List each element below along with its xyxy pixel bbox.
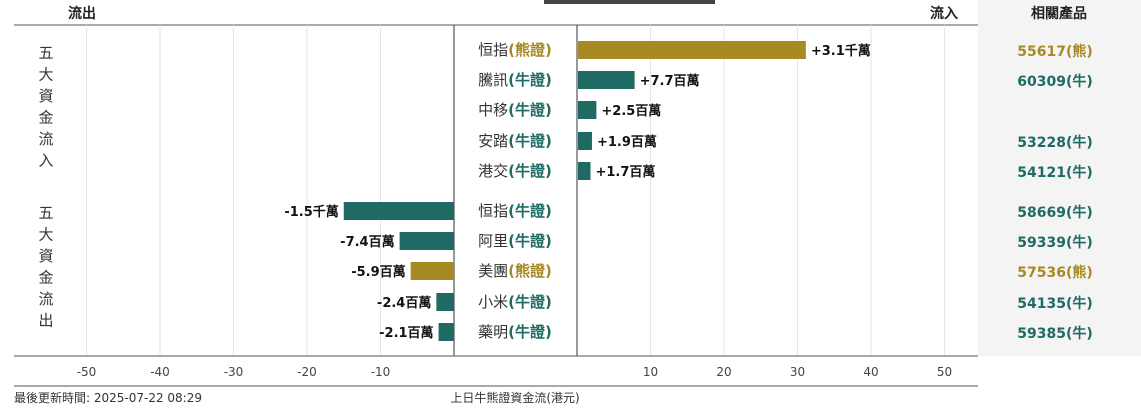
- bar: [438, 323, 454, 341]
- related-product-link[interactable]: 55617(熊): [1017, 43, 1093, 60]
- x-tick-label: 20: [716, 365, 731, 379]
- bar-row: 小米(牛證) -2.4百萬 54135(牛): [377, 293, 1093, 312]
- header-outflow: 流出: [68, 5, 96, 22]
- bar-row: 中移(牛證) +2.5百萬: [478, 101, 661, 119]
- bar: [399, 232, 454, 250]
- x-tick-label: -40: [150, 365, 170, 379]
- x-tick-label: 40: [863, 365, 878, 379]
- bar-row: 阿里(牛證) -7.4百萬 59339(牛): [340, 232, 1093, 251]
- category-label: 中移(牛證): [478, 101, 552, 119]
- data-label: -2.4百萬: [377, 295, 431, 311]
- category-label: 小米(牛證): [478, 293, 552, 311]
- category-label: 恒指(熊證): [478, 41, 552, 59]
- category-label: 恒指(牛證): [478, 202, 552, 220]
- related-product-link[interactable]: 59385(牛): [1017, 325, 1093, 342]
- bar-row: 恒指(熊證) +3.1千萬 55617(熊): [478, 41, 1093, 60]
- x-axis-ticks: -50 -40 -30 -20 -10 10 20 30 40 50: [77, 365, 952, 379]
- related-product-link[interactable]: 60309(牛): [1017, 73, 1093, 90]
- side-label-inflow: 五大資金流入: [38, 44, 53, 170]
- footer-caption: 上日牛熊證資金流(港元): [450, 390, 579, 405]
- data-label: -1.5千萬: [284, 204, 338, 220]
- data-label: -2.1百萬: [379, 325, 433, 341]
- bar-row: 美團(熊證) -5.9百萬 57536(熊): [351, 262, 1093, 281]
- side-label-text: 五大資金流入: [38, 44, 53, 170]
- related-product-link[interactable]: 58669(牛): [1017, 204, 1093, 221]
- data-label: +1.7百萬: [595, 164, 655, 180]
- bar-row: 恒指(牛證) -1.5千萬 58669(牛): [284, 202, 1093, 221]
- bar: [578, 162, 591, 180]
- side-label-text: 五大資金流出: [38, 204, 53, 330]
- bar: [578, 132, 592, 150]
- bar-row: 港交(牛證) +1.7百萬 54121(牛): [478, 162, 1093, 181]
- category-label: 安踏(牛證): [478, 132, 552, 150]
- data-label: +7.7百萬: [640, 73, 700, 89]
- bar: [410, 262, 454, 280]
- data-label: +1.9百萬: [597, 134, 657, 150]
- related-product-link[interactable]: 59339(牛): [1017, 234, 1093, 251]
- header-products: 相關產品: [1031, 5, 1087, 22]
- related-product-link[interactable]: 54121(牛): [1017, 164, 1093, 181]
- bar: [343, 202, 454, 220]
- x-tick-label: -10: [371, 365, 391, 379]
- x-tick-label: 10: [643, 365, 658, 379]
- bar-row: 騰訊(牛證) +7.7百萬 60309(牛): [478, 71, 1093, 90]
- x-tick-label: -20: [297, 365, 317, 379]
- bar: [578, 41, 806, 59]
- data-label: -5.9百萬: [351, 264, 405, 280]
- category-label: 騰訊(牛證): [478, 71, 552, 89]
- bar: [578, 71, 635, 89]
- x-tick-label: -50: [77, 365, 97, 379]
- data-label: -7.4百萬: [340, 234, 394, 250]
- side-label-outflow: 五大資金流出: [38, 204, 53, 330]
- bar: [436, 293, 454, 311]
- bar-row: 安踏(牛證) +1.9百萬 53228(牛): [478, 132, 1093, 151]
- category-label: 藥明(牛證): [478, 323, 552, 341]
- category-label: 阿里(牛證): [478, 232, 552, 250]
- x-tick-label: 30: [790, 365, 805, 379]
- products-panel: [978, 0, 1141, 356]
- header-inflow: 流入: [930, 5, 958, 22]
- data-label: +2.5百萬: [601, 103, 661, 119]
- data-label: +3.1千萬: [811, 43, 871, 59]
- x-tick-label: -30: [224, 365, 244, 379]
- category-label: 港交(牛證): [478, 162, 552, 180]
- related-product-link[interactable]: 53228(牛): [1017, 134, 1093, 151]
- footer-updated: 最後更新時間: 2025-07-22 08:29: [14, 390, 202, 405]
- gridlines: [86, 25, 945, 356]
- category-label: 美團(熊證): [478, 262, 552, 280]
- bar-row: 藥明(牛證) -2.1百萬 59385(牛): [379, 323, 1093, 342]
- top-tab: [544, 0, 715, 4]
- chart-rows: 恒指(熊證) +3.1千萬 55617(熊) 騰訊(牛證) +7.7百萬 60309(牛)…: [284, 41, 1093, 342]
- x-tick-label: 50: [937, 365, 952, 379]
- bar: [578, 101, 597, 119]
- related-product-link[interactable]: 54135(牛): [1017, 295, 1093, 312]
- related-product-link[interactable]: 57536(熊): [1017, 264, 1093, 281]
